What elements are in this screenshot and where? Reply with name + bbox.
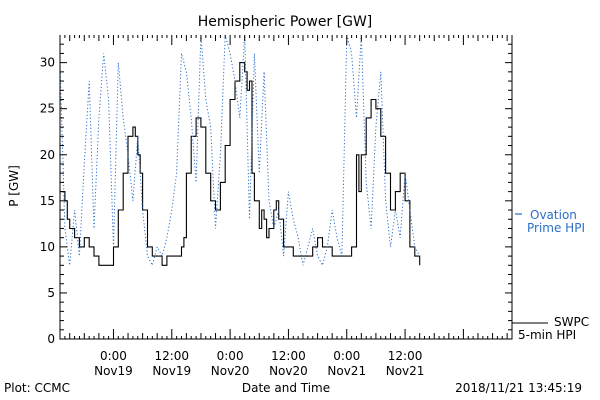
y-axis-label: P [GW] (7, 165, 21, 207)
x-tick-label-time: 0:00 (217, 349, 244, 363)
legend-ovation-line2: Prime HPI (527, 221, 585, 235)
plot-credit: Plot: CCMC (4, 381, 70, 395)
x-tick-label-time: 0:00 (100, 349, 127, 363)
legend-swpc-line1: SWPC (554, 315, 589, 329)
y-tick-label: 0 (47, 332, 55, 346)
legend-ovation-line1: Ovation (530, 208, 577, 222)
y-tick-label: 5 (47, 286, 55, 300)
x-tick-label-time: 12:00 (271, 349, 306, 363)
x-tick-label-date: Nov21 (327, 364, 366, 378)
legend-swpc-line2: 5-min HPI (518, 328, 576, 342)
swpc-series-line (60, 62, 421, 266)
x-tick-label-time: 0:00 (333, 349, 360, 363)
x-tick-label-date: Nov20 (269, 364, 308, 378)
x-tick-label-date: Nov19 (152, 364, 191, 378)
y-tick-label: 15 (40, 194, 55, 208)
chart-title: Hemispheric Power [GW] (198, 14, 373, 30)
x-tick-label-date: Nov20 (211, 364, 250, 378)
plot-timestamp: 2018/11/21 13:45:19 (455, 381, 582, 395)
plot-area: 0510152025300:00Nov1912:00Nov190:00Nov20… (40, 35, 513, 378)
x-tick-label-time: 12:00 (154, 349, 189, 363)
x-tick-label-date: Nov19 (94, 364, 133, 378)
y-tick-label: 30 (40, 56, 55, 70)
x-axis-label: Date and Time (242, 381, 330, 395)
plot-frame (59, 35, 513, 340)
y-tick-label: 20 (40, 148, 55, 162)
x-tick-label-time: 12:00 (388, 349, 423, 363)
y-tick-label: 10 (40, 240, 55, 254)
ovation-series-line (60, 35, 421, 267)
x-tick-label-date: Nov21 (386, 364, 425, 378)
y-tick-label: 25 (40, 102, 55, 116)
